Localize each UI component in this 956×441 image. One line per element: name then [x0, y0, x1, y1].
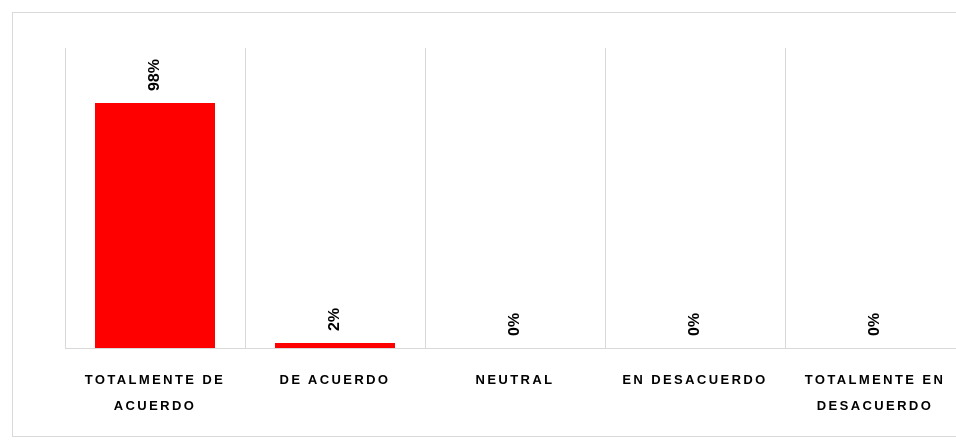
- bar: [275, 343, 395, 348]
- data-label: 0%: [506, 313, 523, 336]
- x-tick-label: EN DESACUERDO: [622, 372, 768, 387]
- data-label: 0%: [866, 313, 883, 336]
- x-tick-label: TOTALMENTE DE ACUERDO: [84, 372, 226, 413]
- data-label: 2%: [326, 308, 343, 331]
- data-label: 98%: [146, 59, 163, 91]
- x-tick-label: NEUTRAL: [475, 372, 555, 387]
- x-tick-label: DE ACUERDO: [279, 372, 391, 387]
- x-tick-label: TOTALMENTE EN DESACUERDO: [804, 372, 946, 413]
- bar: [95, 103, 215, 348]
- data-label: 0%: [686, 313, 703, 336]
- chart-border: [12, 12, 956, 437]
